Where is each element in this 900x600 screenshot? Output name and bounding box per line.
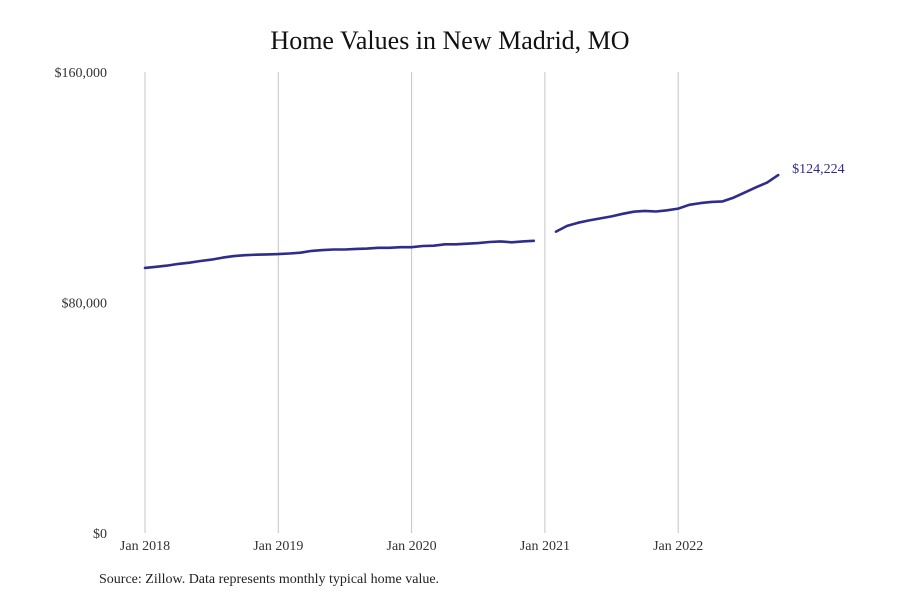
y-tick-label: $80,000 <box>62 297 108 312</box>
end-value-label: $124,224 <box>792 162 845 177</box>
source-note: Source: Zillow. Data represents monthly … <box>99 572 440 587</box>
x-tick-label: Jan 2018 <box>120 539 170 554</box>
x-tick-label: Jan 2019 <box>253 539 303 554</box>
y-axis-ticks: $0 $80,000 $160,000 <box>55 66 108 542</box>
gridlines <box>144 72 679 533</box>
chart-title: Home Values in New Madrid, MO <box>270 26 630 55</box>
series-line <box>143 173 780 270</box>
y-tick-label: $0 <box>93 527 107 542</box>
x-axis-ticks: Jan 2018 Jan 2019 Jan 2020 Jan 2021 Jan 2022 <box>120 539 703 554</box>
x-tick-label: Jan 2020 <box>387 539 437 554</box>
y-tick-label: $160,000 <box>55 66 108 81</box>
series-line-segment <box>143 239 536 270</box>
series-line-segment <box>554 173 780 233</box>
x-tick-label: Jan 2021 <box>520 539 570 554</box>
x-tick-label: Jan 2022 <box>653 539 703 554</box>
